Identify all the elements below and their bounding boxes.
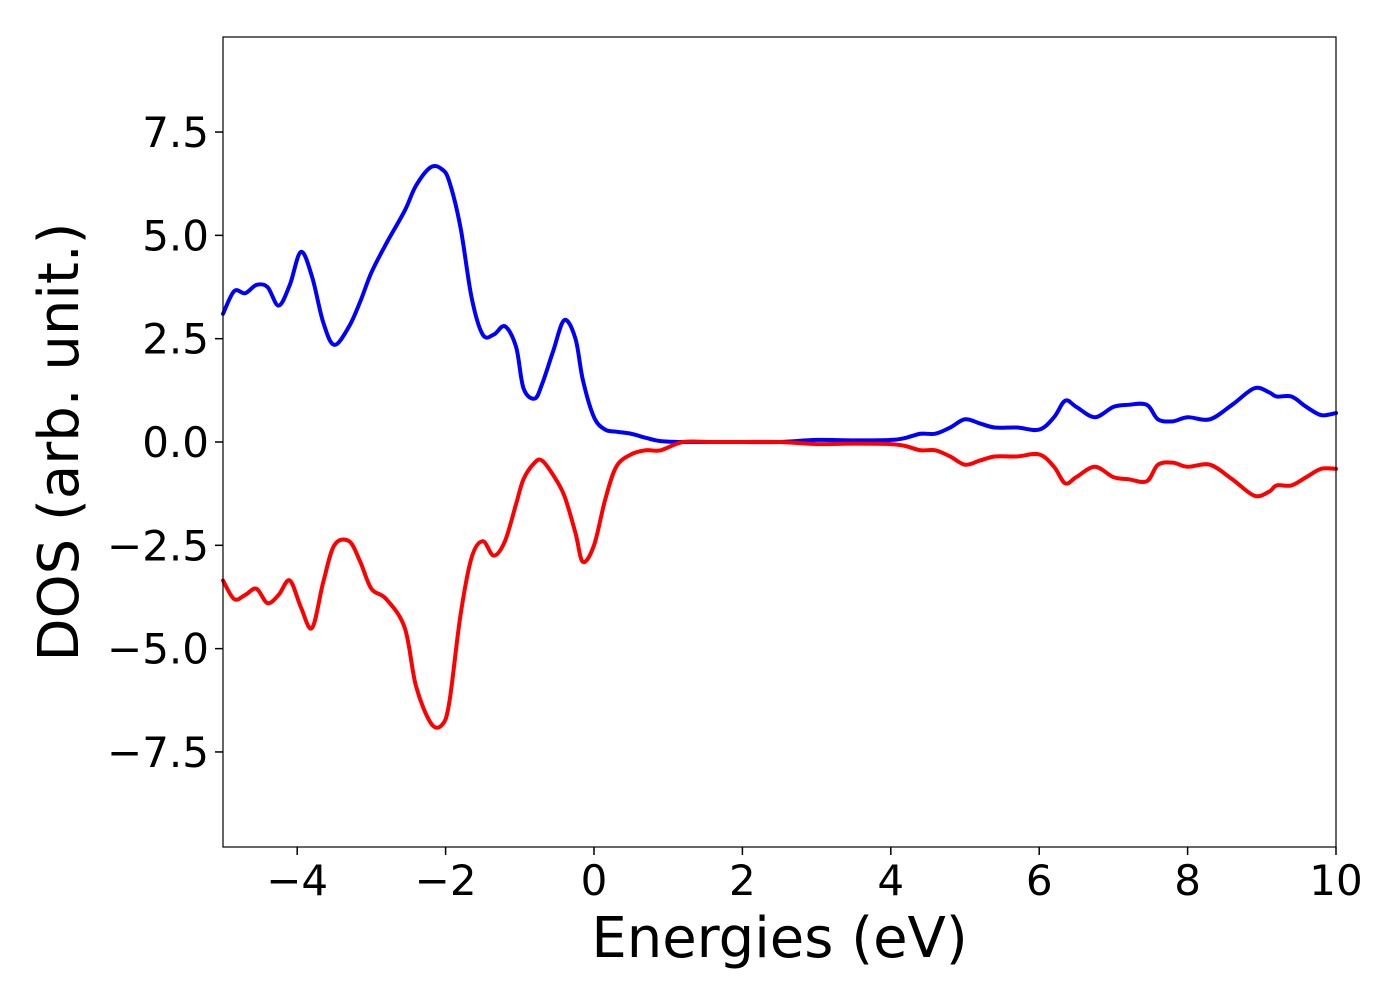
y-tick-label: 7.5 [142,108,209,157]
x-tick-label: 6 [1026,856,1053,905]
y-tick-label: 2.5 [142,315,209,364]
y-axis-label: DOS (arb. unit.) [27,222,92,661]
x-tick-label: 2 [729,856,756,905]
x-tick-label: 0 [581,856,608,905]
series-line-spin-up [221,163,1338,445]
x-tick-label: −4 [266,856,328,905]
x-tick-label: 8 [1174,856,1201,905]
x-tick-label: −2 [415,856,477,905]
y-tick-label: 5.0 [142,211,209,260]
series-line-spin-down [221,439,1338,730]
plot-area [221,163,1338,730]
x-tick-label: 4 [877,856,904,905]
y-tick-label: −2.5 [107,521,209,570]
y-axis: 7.5 5.0 2.5 0.0 −2.5 −5.0 −7.5 [107,108,223,777]
y-tick-label: −5.0 [107,625,209,674]
x-axis: −4 −2 0 2 4 6 8 10 [266,847,1363,905]
y-tick-label: −7.5 [107,728,209,777]
x-axis-label: Energies (eV) [591,906,967,971]
x-tick-label: 10 [1309,856,1362,905]
y-tick-label: 0.0 [142,418,209,467]
